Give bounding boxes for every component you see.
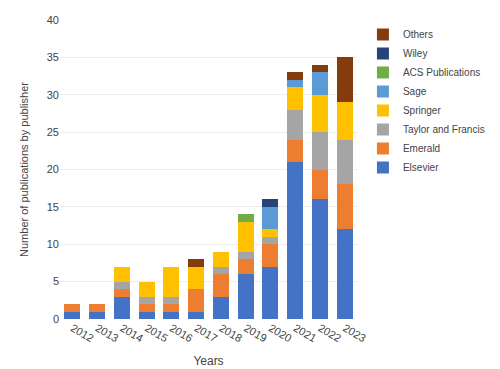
svg-text:2020: 2020: [267, 322, 294, 345]
svg-text:2016: 2016: [168, 322, 195, 345]
svg-text:Elsevier: Elsevier: [403, 162, 439, 173]
svg-text:20: 20: [47, 163, 59, 175]
svg-text:Sage: Sage: [403, 86, 427, 97]
svg-text:Others: Others: [403, 29, 433, 40]
svg-text:Years: Years: [193, 354, 223, 368]
svg-text:Springer: Springer: [403, 105, 441, 116]
svg-text:ACS Publications: ACS Publications: [403, 67, 480, 78]
svg-text:40: 40: [47, 14, 59, 26]
svg-text:Emerald: Emerald: [403, 143, 440, 154]
svg-text:Number of publications by publ: Number of publications by publisher: [18, 82, 30, 257]
svg-text:0: 0: [53, 313, 59, 325]
svg-text:15: 15: [47, 201, 59, 213]
svg-text:2022: 2022: [316, 322, 343, 345]
svg-text:2013: 2013: [93, 322, 120, 345]
svg-text:25: 25: [47, 126, 59, 138]
svg-text:Taylor and Francis: Taylor and Francis: [403, 124, 485, 135]
svg-text:2023: 2023: [341, 322, 368, 345]
svg-text:30: 30: [47, 89, 59, 101]
svg-text:35: 35: [47, 51, 59, 63]
svg-text:2019: 2019: [242, 322, 269, 345]
svg-text:2015: 2015: [143, 322, 170, 345]
svg-text:10: 10: [47, 238, 59, 250]
svg-text:2018: 2018: [217, 322, 244, 345]
svg-text:2014: 2014: [118, 322, 145, 345]
svg-text:Wiley: Wiley: [403, 48, 427, 59]
svg-text:2021: 2021: [291, 322, 318, 345]
svg-text:2012: 2012: [69, 322, 96, 345]
svg-text:2017: 2017: [192, 322, 219, 345]
svg-text:5: 5: [53, 275, 59, 287]
